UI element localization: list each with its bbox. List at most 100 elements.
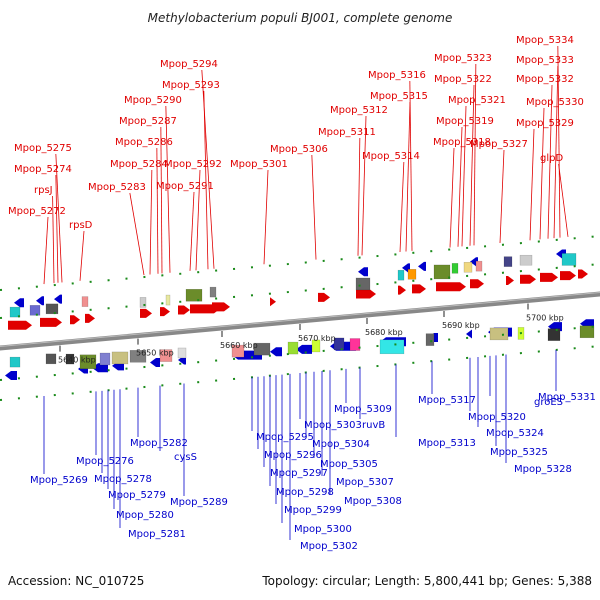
feature-box xyxy=(451,263,459,274)
gene-label-top: Mpop_5283 xyxy=(88,182,146,193)
leader-line xyxy=(473,63,477,246)
leader-line xyxy=(43,216,49,285)
gene-label-top: Mpop_5327 xyxy=(470,139,528,150)
gene-label-top: Mpop_5318 xyxy=(433,137,491,148)
plus-strand-gene xyxy=(506,275,514,285)
feature-box xyxy=(489,327,509,341)
plus-strand-gene xyxy=(412,284,426,294)
leader-line xyxy=(201,69,215,269)
gene-label-bottom: Mpop_5328 xyxy=(514,464,572,475)
plus-strand-gene xyxy=(270,297,276,307)
feature-box xyxy=(349,338,361,351)
leader-line xyxy=(405,101,411,252)
leader-line xyxy=(55,174,59,283)
gene-label-top: Mpop_5312 xyxy=(330,105,388,116)
gene-label-bottom: Mpop_5280 xyxy=(116,510,174,521)
gene-label-bottom: Mpop_5308 xyxy=(344,496,402,507)
plus-strand-gene xyxy=(40,317,62,327)
gene-label-bottom: cysS xyxy=(174,452,197,463)
feature-box xyxy=(9,306,21,318)
tick-label: 5640 kbp xyxy=(58,356,96,365)
track-guide-1 xyxy=(0,263,600,319)
gene-label-top: Mpop_5330 xyxy=(526,97,584,108)
minus-strand-gene xyxy=(270,347,282,357)
leader-line xyxy=(129,192,145,276)
gene-label-bottom: Mpop_5313 xyxy=(418,438,476,449)
gene-label-top: Mpop_5319 xyxy=(436,116,494,127)
gene-label-top: Mpop_5333 xyxy=(516,55,574,66)
feature-box xyxy=(185,289,203,302)
leader-line xyxy=(558,163,569,237)
tick-label: 5680 kbp xyxy=(365,328,403,337)
gene-label-top: Mpop_5315 xyxy=(370,91,428,102)
leader-line xyxy=(311,154,317,260)
gene-label-bottom: Mpop_5295 xyxy=(256,432,314,443)
gene-label-top: Mpop_5314 xyxy=(362,151,420,162)
feature-box xyxy=(99,352,111,366)
feature-box xyxy=(45,303,59,315)
genome-axis xyxy=(0,291,600,351)
leader-line xyxy=(149,169,153,275)
leader-line xyxy=(469,84,475,246)
leader-line xyxy=(529,128,535,241)
gene-label-bottom: groES xyxy=(534,397,563,408)
accession-text: Accession: NC_010725 xyxy=(8,574,144,588)
leader-line xyxy=(553,65,559,239)
genome-summary-text: Topology: circular; Length: 5,800,441 bp… xyxy=(261,574,592,588)
map-title: Methylobacterium populi BJ001, complete … xyxy=(148,11,453,25)
gene-label-top: Mpop_5323 xyxy=(434,53,492,64)
gene-label-top: Mpop_5293 xyxy=(162,80,220,91)
minus-strand-gene xyxy=(54,294,62,304)
gene-label-top: Mpop_5306 xyxy=(270,144,328,155)
feature-box xyxy=(129,350,147,363)
gene-label-top: Mpop_5332 xyxy=(516,74,574,85)
feature-box xyxy=(81,296,89,307)
minus-strand-gene xyxy=(14,298,24,308)
leader-line xyxy=(539,107,545,240)
leader-line xyxy=(156,147,159,274)
leader-line xyxy=(195,169,201,271)
feature-box xyxy=(433,264,451,280)
leader-line xyxy=(203,90,209,270)
gene-label-bottom: Mpop_5302 xyxy=(300,541,358,552)
gene-label-bottom: Mpop_5303 xyxy=(304,420,362,431)
tick-label: 5700 kbp xyxy=(526,313,564,322)
gene-label-bottom: Mpop_5269 xyxy=(30,475,88,486)
gene-label-top: Mpop_5287 xyxy=(119,116,177,127)
minus-strand-gene xyxy=(296,344,312,354)
feature-box xyxy=(355,277,371,291)
minus-strand-gene xyxy=(5,371,17,381)
gene-label-top: Mpop_5301 xyxy=(230,159,288,170)
gene-label-bottom: ruvB xyxy=(362,420,385,431)
feature-box xyxy=(139,297,147,308)
gene-label-top: Mpop_5321 xyxy=(448,95,506,106)
feature-box xyxy=(111,351,129,365)
feature-box xyxy=(463,261,473,273)
leader-line xyxy=(461,105,467,247)
leader-line xyxy=(361,115,367,256)
gene-label-bottom: Mpop_5309 xyxy=(334,404,392,415)
gene-label-bottom: Mpop_5317 xyxy=(418,395,476,406)
tick-label: 5690 kbp xyxy=(442,321,480,330)
gene-label-top: rpsD xyxy=(69,220,93,231)
gene-label-top: Mpop_5292 xyxy=(164,159,222,170)
gene-label-bottom: Mpop_5305 xyxy=(320,459,378,470)
axis-line xyxy=(0,291,600,351)
feature-box xyxy=(165,294,171,306)
gene-label-top: rpsJ xyxy=(34,185,53,196)
tick-label: 5670 kbp xyxy=(298,334,336,343)
feature-box xyxy=(379,339,405,355)
feature-box xyxy=(519,254,533,266)
leader-line xyxy=(160,126,163,274)
feature-box xyxy=(209,286,217,298)
gene-label-bottom: Mpop_5324 xyxy=(486,428,544,439)
gene-label-top: Mpop_5291 xyxy=(156,181,214,192)
gene-label-bottom: Mpop_5331 xyxy=(538,392,596,403)
gene-label-bottom: Mpop_5289 xyxy=(170,497,228,508)
leader-line xyxy=(79,230,85,281)
minus-strand-gene xyxy=(418,261,426,271)
feature-box xyxy=(29,305,41,316)
plus-strand-gene xyxy=(578,269,588,279)
gene-label-bottom: Mpop_5307 xyxy=(336,477,394,488)
